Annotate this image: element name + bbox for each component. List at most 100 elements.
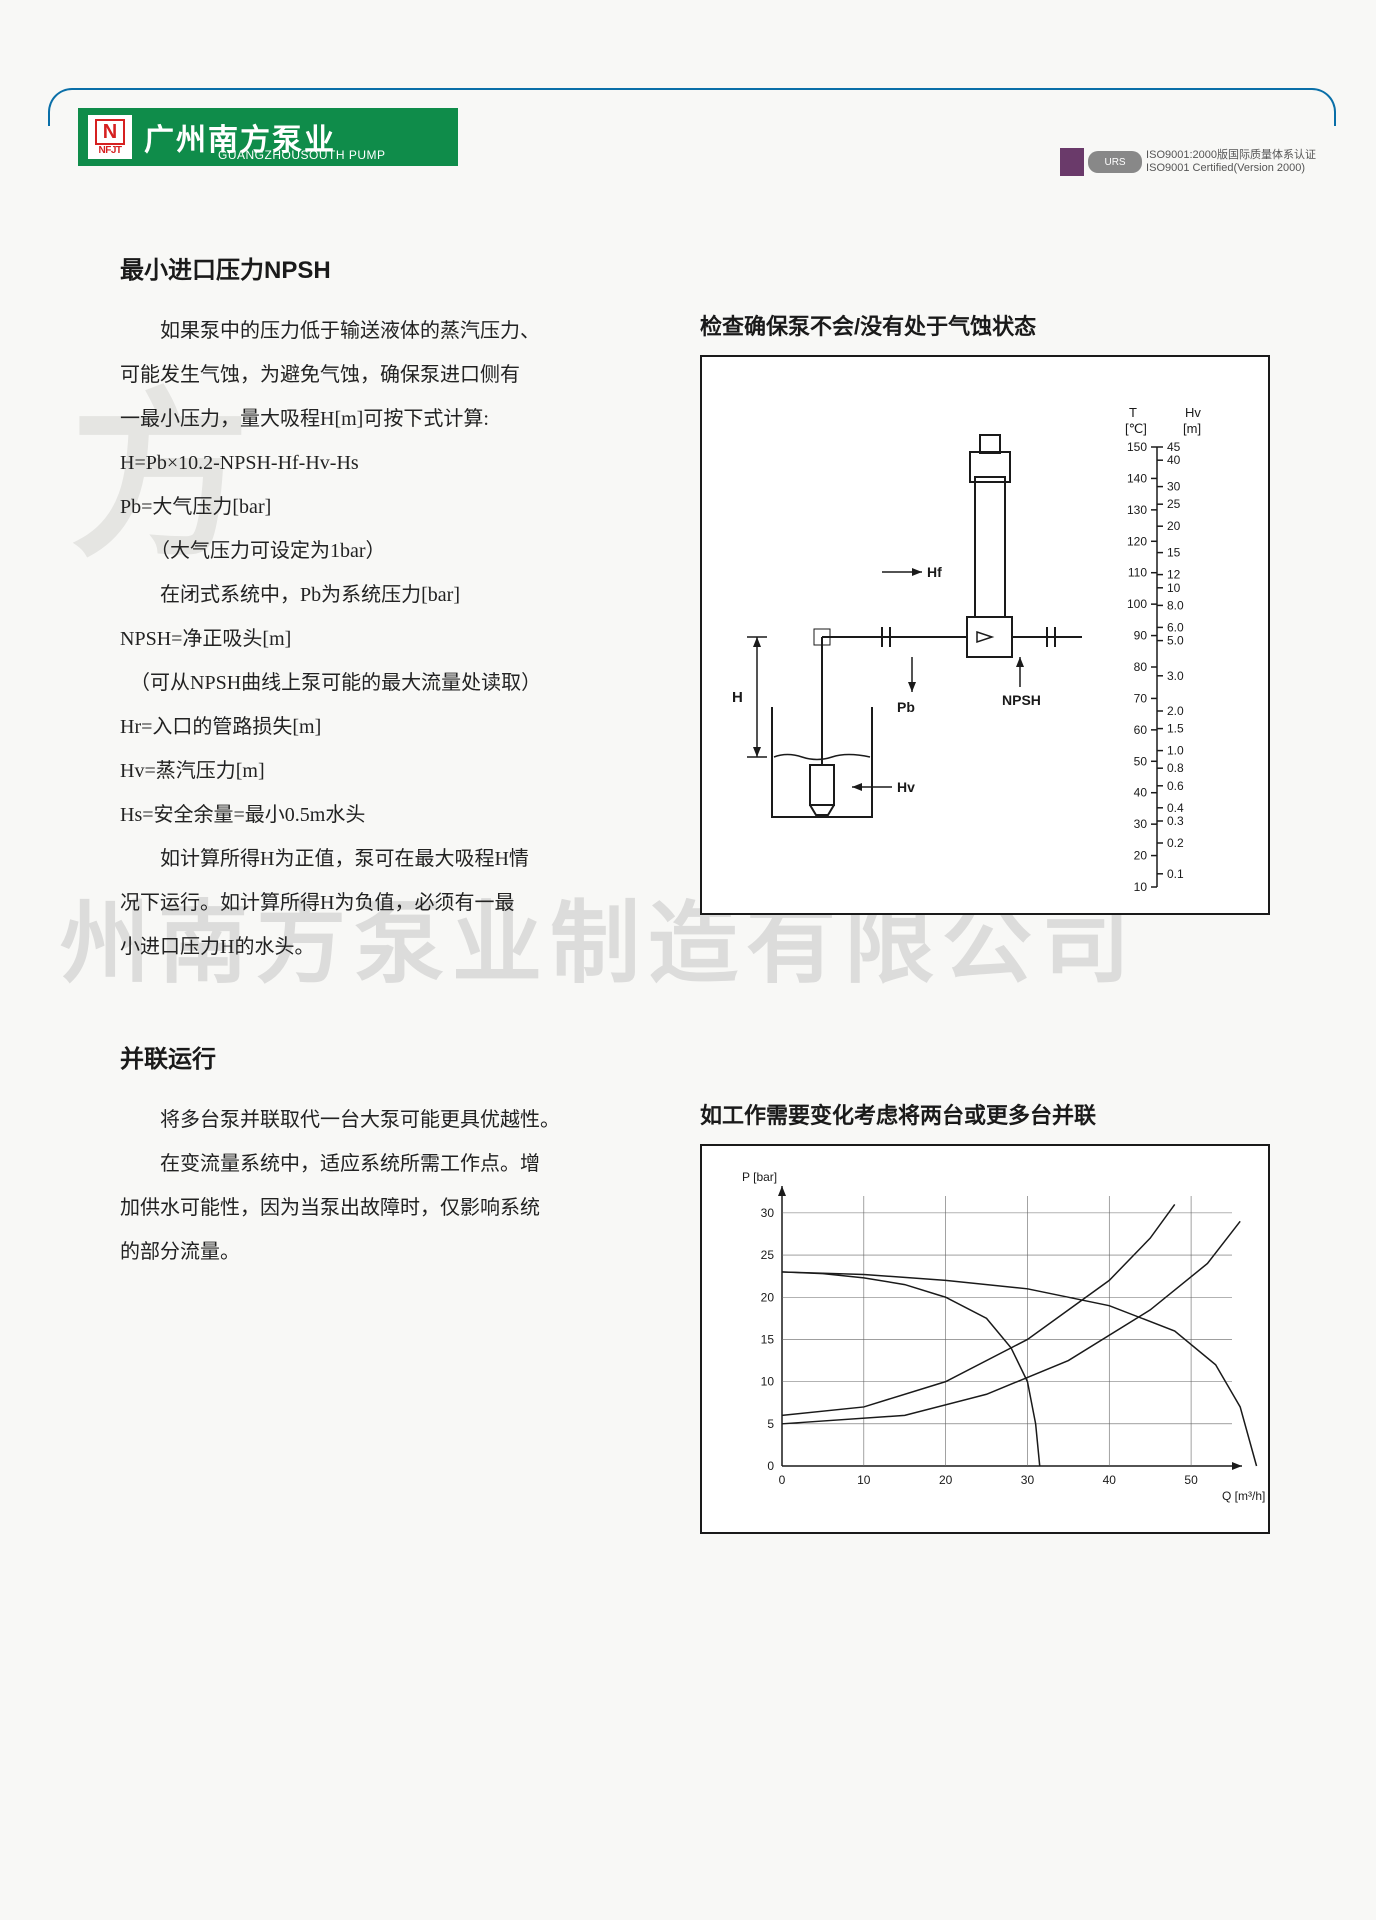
svg-text:20: 20 [761, 1290, 775, 1304]
svg-text:0.6: 0.6 [1167, 779, 1184, 793]
svg-text:10: 10 [1167, 581, 1181, 595]
svg-text:0.4: 0.4 [1167, 801, 1184, 815]
body-line: Pb=大气压力[bar] [120, 485, 660, 529]
svg-text:130: 130 [1127, 503, 1147, 517]
svg-text:40: 40 [1167, 453, 1181, 467]
svg-text:0: 0 [779, 1473, 786, 1487]
iso-badge-icon [1060, 148, 1084, 176]
brand-name-en: GUANGZHOUSOUTH PUMP [218, 148, 386, 162]
body-line: 将多台泵并联取代一台大泵可能更具优越性。 [120, 1098, 660, 1142]
page-content: 最小进口压力NPSH 如果泵中的压力低于输送液体的蒸汽压力、可能发生气蚀，为避免… [120, 250, 1296, 1534]
body-line: （大气压力可设定为1bar） [120, 529, 660, 573]
svg-text:Pb: Pb [897, 699, 915, 715]
body-line: 加供水可能性，因为当泵出故障时，仅影响系统 [120, 1186, 660, 1230]
body-line: Hv=蒸汽压力[m] [120, 749, 660, 793]
svg-text:1.5: 1.5 [1167, 722, 1184, 736]
body-line: H=Pb×10.2-NPSH-Hf-Hv-Hs [120, 441, 660, 485]
svg-text:30: 30 [1021, 1473, 1035, 1487]
section2-fig-title: 如工作需要变化考虑将两台或更多台并联 [700, 1098, 1296, 1130]
svg-text:5: 5 [767, 1417, 774, 1431]
body-line: 小进口压力H的水头。 [120, 925, 660, 969]
svg-text:15: 15 [761, 1332, 775, 1346]
svg-text:H: H [732, 689, 743, 706]
body-line: NPSH=净正吸头[m] [120, 617, 660, 661]
logo-letter: N [95, 119, 125, 145]
svg-text:30: 30 [1134, 817, 1148, 831]
svg-text:Hv: Hv [897, 779, 915, 795]
svg-text:20: 20 [939, 1473, 953, 1487]
svg-text:15: 15 [1167, 546, 1181, 560]
svg-text:10: 10 [857, 1473, 871, 1487]
svg-text:45: 45 [1167, 440, 1181, 454]
iso-urs-badge: URS [1088, 151, 1142, 173]
body-line: 一最小压力，量大吸程H[m]可按下式计算: [120, 397, 660, 441]
svg-text:40: 40 [1103, 1473, 1117, 1487]
svg-text:50: 50 [1134, 754, 1148, 768]
svg-text:Q [m³/h]: Q [m³/h] [1222, 1489, 1265, 1503]
svg-text:150: 150 [1127, 440, 1147, 454]
svg-text:140: 140 [1127, 471, 1147, 485]
svg-text:[m]: [m] [1183, 421, 1201, 436]
svg-text:0.2: 0.2 [1167, 836, 1184, 850]
svg-text:3.0: 3.0 [1167, 669, 1184, 683]
svg-text:NPSH: NPSH [1002, 692, 1041, 708]
svg-text:110: 110 [1128, 566, 1147, 580]
svg-text:8.0: 8.0 [1167, 598, 1184, 612]
svg-text:90: 90 [1134, 629, 1148, 643]
svg-text:T: T [1129, 405, 1137, 420]
section1-title: 最小进口压力NPSH [120, 250, 1296, 285]
svg-text:P [bar]: P [bar] [742, 1170, 777, 1184]
svg-text:40: 40 [1134, 786, 1148, 800]
svg-text:100: 100 [1127, 597, 1147, 611]
body-line: 可能发生气蚀，为避免气蚀，确保泵进口侧有 [120, 353, 660, 397]
body-line: 如计算所得H为正值，泵可在最大吸程H情 [120, 837, 660, 881]
svg-text:50: 50 [1184, 1473, 1198, 1487]
svg-text:Hv: Hv [1185, 405, 1201, 420]
svg-text:20: 20 [1167, 519, 1181, 533]
section1-figure-col: 检查确保泵不会/没有处于气蚀状态 HHfPbHvNPSHT[℃]Hv[m]150… [700, 309, 1296, 969]
svg-text:0.3: 0.3 [1167, 814, 1184, 828]
section2-figure-col: 如工作需要变化考虑将两台或更多台并联 0 5 10 15 20 25 30 0 10 20 30 40… [700, 1098, 1296, 1534]
iso-text: ISO9001:2000版国际质量体系认证 ISO9001 Certified(… [1146, 149, 1316, 175]
body-line: 如果泵中的压力低于输送液体的蒸汽压力、 [120, 309, 660, 353]
body-line: 的部分流量。 [120, 1230, 660, 1274]
svg-text:20: 20 [1134, 849, 1148, 863]
svg-text:70: 70 [1134, 691, 1148, 705]
svg-text:0.1: 0.1 [1167, 867, 1184, 881]
body-line: （可从NPSH曲线上泵可能的最大流量处读取） [120, 661, 660, 705]
section1-body: 如果泵中的压力低于输送液体的蒸汽压力、可能发生气蚀，为避免气蚀，确保泵进口侧有一… [120, 309, 660, 969]
npsh-diagram: HHfPbHvNPSHT[℃]Hv[m]15014013012011010090… [700, 355, 1270, 915]
svg-text:Hf: Hf [927, 564, 942, 580]
body-line: 在变流量系统中，适应系统所需工作点。增 [120, 1142, 660, 1186]
svg-text:80: 80 [1134, 660, 1148, 674]
section2-title: 并联运行 [120, 1039, 1296, 1074]
body-line: 况下运行。如计算所得H为负值，必须有一最 [120, 881, 660, 925]
header-brand-band: N NFJT 广州南方泵业 GUANGZHOUSOUTH PUMP [78, 108, 458, 166]
parallel-chart-svg: 0 5 10 15 20 25 30 0 10 20 30 40 50 P [bar] Q [m³/h] [702, 1146, 1272, 1536]
svg-text:60: 60 [1134, 723, 1148, 737]
svg-text:120: 120 [1127, 534, 1147, 548]
section1-fig-title: 检查确保泵不会/没有处于气蚀状态 [700, 309, 1296, 341]
npsh-diagram-svg: HHfPbHvNPSHT[℃]Hv[m]15014013012011010090… [702, 357, 1272, 917]
svg-text:10: 10 [761, 1375, 775, 1389]
logo-box: N NFJT [88, 115, 132, 159]
body-line: 在闭式系统中，Pb为系统压力[bar] [120, 573, 660, 617]
section2-columns: 将多台泵并联取代一台大泵可能更具优越性。 在变流量系统中，适应系统所需工作点。增… [120, 1098, 1296, 1534]
parallel-chart: 0 5 10 15 20 25 30 0 10 20 30 40 50 P [bar] Q [m³/h] [700, 1144, 1270, 1534]
svg-text:25: 25 [1167, 497, 1181, 511]
body-line: Hs=安全余量=最小0.5m水头 [120, 793, 660, 837]
svg-text:25: 25 [761, 1248, 775, 1262]
svg-text:6.0: 6.0 [1167, 620, 1184, 634]
section1-columns: 如果泵中的压力低于输送液体的蒸汽压力、可能发生气蚀，为避免气蚀，确保泵进口侧有一… [120, 309, 1296, 969]
svg-text:5.0: 5.0 [1167, 634, 1184, 648]
logo-subtext: NFJT [99, 145, 122, 156]
svg-text:30: 30 [761, 1206, 775, 1220]
svg-text:2.0: 2.0 [1167, 704, 1184, 718]
svg-text:12: 12 [1167, 568, 1181, 582]
svg-text:30: 30 [1167, 480, 1181, 494]
svg-text:0.8: 0.8 [1167, 761, 1184, 775]
svg-text:[℃]: [℃] [1125, 421, 1147, 436]
svg-text:1.0: 1.0 [1167, 744, 1184, 758]
svg-text:0: 0 [767, 1459, 774, 1473]
section2-body: 将多台泵并联取代一台大泵可能更具优越性。 在变流量系统中，适应系统所需工作点。增… [120, 1098, 660, 1534]
